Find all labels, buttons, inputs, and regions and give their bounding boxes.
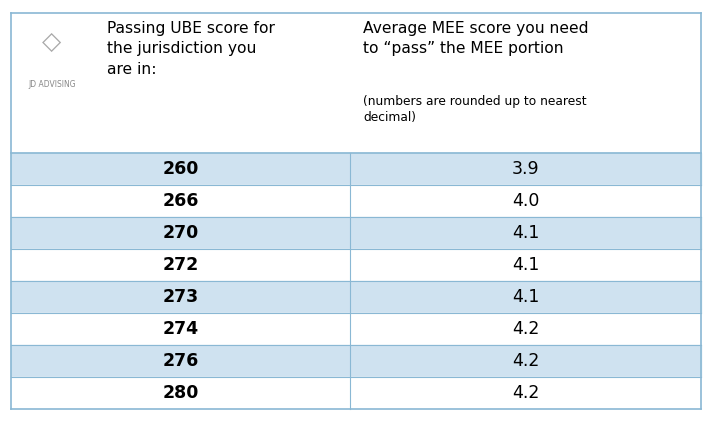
Text: 4.2: 4.2 (512, 352, 540, 371)
Text: 276: 276 (162, 352, 199, 371)
Text: Passing UBE score for
the jurisdiction you
are in:: Passing UBE score for the jurisdiction y… (107, 21, 275, 77)
Text: 274: 274 (162, 320, 199, 338)
Text: ◇: ◇ (42, 30, 62, 54)
Text: 270: 270 (162, 225, 199, 242)
Text: 273: 273 (162, 288, 199, 306)
Bar (11, 345, 701, 377)
Text: JD ADVISING: JD ADVISING (28, 80, 75, 89)
Text: 4.1: 4.1 (512, 225, 540, 242)
Text: 4.1: 4.1 (512, 288, 540, 306)
Text: 3.9: 3.9 (512, 160, 540, 179)
Bar (11, 377, 701, 409)
Text: 4.2: 4.2 (512, 320, 540, 338)
Text: 272: 272 (162, 257, 199, 274)
Text: 280: 280 (162, 384, 199, 402)
Bar (11, 185, 701, 217)
Text: 260: 260 (162, 160, 199, 179)
Text: 4.0: 4.0 (512, 192, 540, 211)
Bar (11, 281, 701, 314)
Bar (11, 154, 701, 185)
Text: Average MEE score you need
to “pass” the MEE portion: Average MEE score you need to “pass” the… (363, 21, 589, 57)
Bar (11, 217, 701, 249)
Text: 4.2: 4.2 (512, 384, 540, 402)
Bar (11, 249, 701, 281)
Text: (numbers are rounded up to nearest
decimal): (numbers are rounded up to nearest decim… (363, 95, 587, 124)
Bar (11, 314, 701, 345)
Text: 266: 266 (162, 192, 199, 211)
Text: 4.1: 4.1 (512, 257, 540, 274)
